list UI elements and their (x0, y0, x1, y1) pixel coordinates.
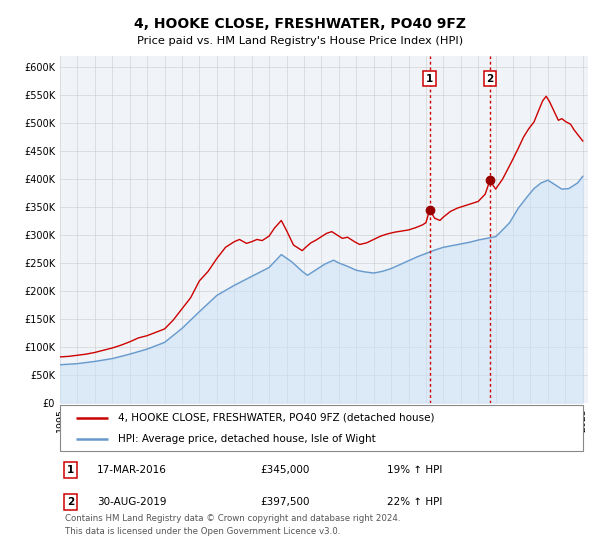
Text: 19% ↑ HPI: 19% ↑ HPI (388, 465, 443, 474)
Text: Price paid vs. HM Land Registry's House Price Index (HPI): Price paid vs. HM Land Registry's House … (137, 36, 463, 46)
Text: HPI: Average price, detached house, Isle of Wight: HPI: Average price, detached house, Isle… (118, 434, 376, 444)
Text: £345,000: £345,000 (260, 465, 310, 474)
Text: 4, HOOKE CLOSE, FRESHWATER, PO40 9FZ: 4, HOOKE CLOSE, FRESHWATER, PO40 9FZ (134, 17, 466, 31)
Text: Contains HM Land Registry data © Crown copyright and database right 2024.
This d: Contains HM Land Registry data © Crown c… (65, 514, 401, 535)
Text: 30-AUG-2019: 30-AUG-2019 (97, 497, 166, 507)
Text: 22% ↑ HPI: 22% ↑ HPI (388, 497, 443, 507)
Text: 1: 1 (67, 465, 74, 474)
Text: 4, HOOKE CLOSE, FRESHWATER, PO40 9FZ (detached house): 4, HOOKE CLOSE, FRESHWATER, PO40 9FZ (de… (118, 413, 434, 423)
FancyBboxPatch shape (60, 405, 583, 451)
Text: 2: 2 (67, 497, 74, 507)
Text: 17-MAR-2016: 17-MAR-2016 (97, 465, 167, 474)
Text: 2: 2 (486, 73, 494, 83)
Text: £397,500: £397,500 (260, 497, 310, 507)
Text: 1: 1 (426, 73, 433, 83)
